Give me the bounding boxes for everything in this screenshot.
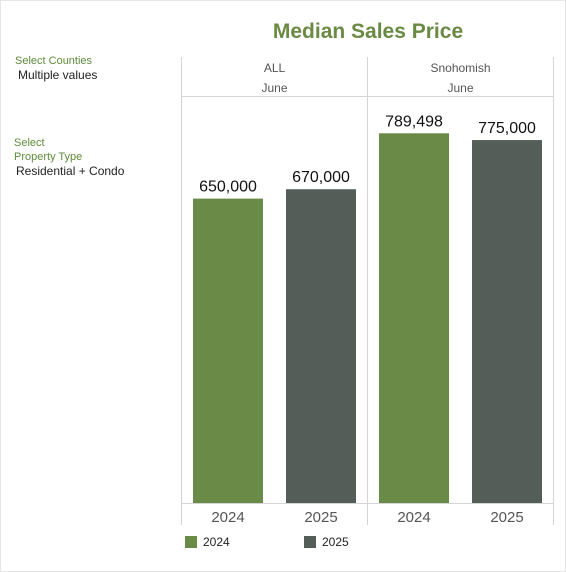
legend-swatch-2025 [304,536,316,548]
x-tick-snohomish-2024: 2024 [397,509,430,526]
panel-header-all: ALL [263,61,286,75]
legend-item-2025: 2025 [304,535,349,549]
baseline [181,503,554,504]
data-label-snohomish-2025: 775,000 [478,120,536,137]
legend-item-2024: 2024 [185,535,230,549]
panel-divider-left [181,57,182,525]
panel-month-all: June [261,81,288,95]
data-label-all-2024: 650,000 [199,179,257,196]
panel-divider-right [553,57,554,525]
legend-swatch-2024 [185,536,197,548]
counties-filter-value[interactable]: Multiple values [18,68,98,82]
chart-title: Median Sales Price [272,20,464,43]
x-tick-all-2024: 2024 [211,509,244,526]
panel-divider-middle [367,57,368,525]
property-type-label-line2: Property Type [14,151,83,163]
x-tick-snohomish-2025: 2025 [490,509,523,526]
legend-label-2024: 2024 [203,535,230,549]
property-type-label-line1: Select [14,137,45,149]
legend-label-2025: 2025 [322,535,349,549]
property-type-filter-value[interactable]: Residential + Condo [16,164,125,178]
header-divider [181,96,554,97]
bar-snohomish-2024[interactable] [379,133,449,504]
data-label-all-2025: 670,000 [292,169,350,186]
bar-snohomish-2025[interactable] [472,140,542,503]
x-tick-all-2025: 2025 [304,509,337,526]
data-label-snohomish-2024: 789,498 [385,113,443,130]
bar-all-2025[interactable] [286,189,356,503]
bar-all-2024[interactable] [193,198,263,504]
panel-month-snohomish: June [447,81,474,95]
counties-filter-label: Select Counties [15,55,93,67]
panel-header-snohomish: Snohomish [430,61,491,75]
